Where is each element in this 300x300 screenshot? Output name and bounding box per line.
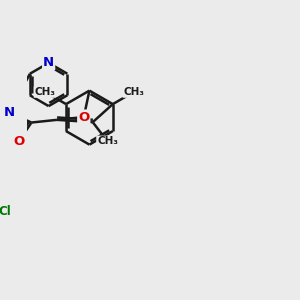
Text: O: O: [78, 110, 89, 124]
Text: CH₃: CH₃: [34, 87, 56, 97]
Text: N: N: [43, 56, 54, 69]
Text: O: O: [13, 135, 24, 148]
Text: CH₃: CH₃: [123, 87, 144, 97]
Text: N: N: [4, 106, 15, 119]
Text: Cl: Cl: [0, 205, 12, 218]
Text: CH₃: CH₃: [97, 136, 118, 146]
